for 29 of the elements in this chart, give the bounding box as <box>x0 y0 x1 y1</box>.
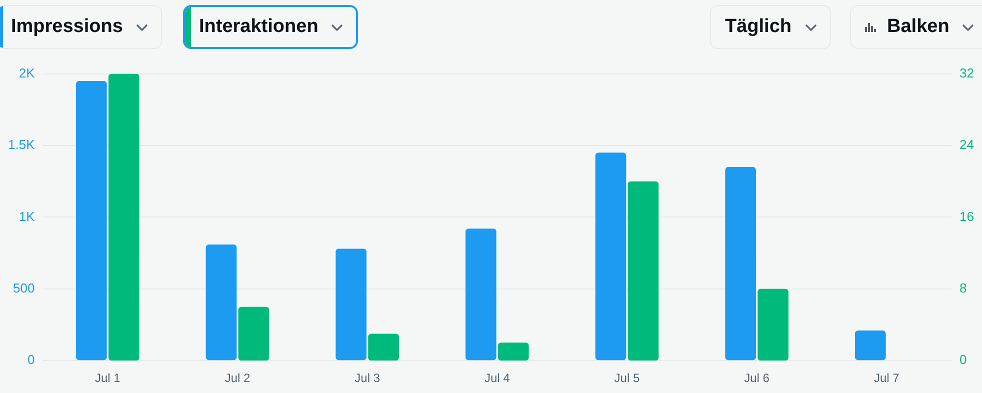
bar <box>854 330 886 360</box>
bar <box>336 248 366 360</box>
y-tick-label: 2K <box>18 65 36 80</box>
bar <box>725 167 756 360</box>
text: Täglich <box>725 16 792 38</box>
y-tick-label: 0 <box>28 352 35 368</box>
legend-label: Interaktionen <box>199 16 318 38</box>
bar <box>206 244 237 360</box>
y2-tick-label: 24 <box>960 137 974 152</box>
x-tick-label: Jul 4 <box>484 371 510 386</box>
y2-tick-label: 8 <box>960 280 967 296</box>
text: Balken <box>887 16 950 38</box>
legend-label: Impressions <box>11 16 123 38</box>
y-tick-label: 500 <box>13 280 35 296</box>
x-tick-label: Jul 3 <box>354 371 380 386</box>
x-tick-label: Jul 6 <box>744 371 770 386</box>
y2-tick-label: 0 <box>960 352 967 368</box>
bar <box>758 288 788 361</box>
y2-tick-label: 32 <box>960 65 974 80</box>
x-tick-label: Jul 1 <box>94 371 121 386</box>
x-tick-label: Jul 2 <box>224 371 250 386</box>
y-tick-label: 1.5K <box>8 137 36 152</box>
bar <box>498 342 529 361</box>
x-tick-label: Jul 5 <box>614 371 640 386</box>
bar <box>368 334 399 361</box>
y-tick-label: 1K <box>18 208 36 224</box>
x-tick-label: Jul 7 <box>874 371 900 386</box>
bar <box>465 228 496 360</box>
y2-tick-label: 16 <box>960 208 974 224</box>
